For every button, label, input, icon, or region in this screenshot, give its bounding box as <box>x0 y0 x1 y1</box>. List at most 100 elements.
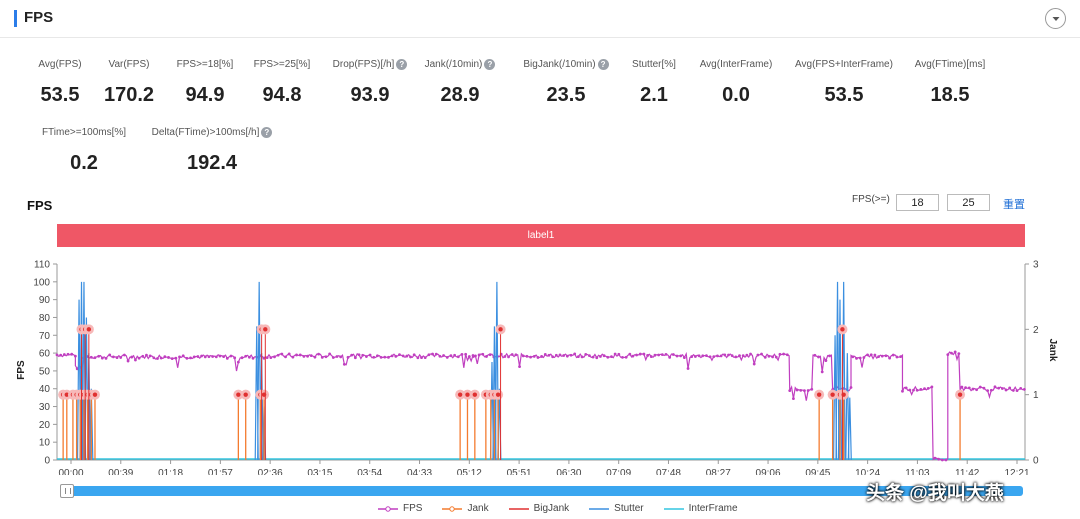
help-icon[interactable]: ? <box>261 127 273 138</box>
x-tick-label: 11:42 <box>955 468 980 475</box>
legend-item-stutter[interactable]: Stutter <box>589 503 644 514</box>
fps-point <box>606 355 610 359</box>
fps-point <box>185 356 189 360</box>
legend-label: InterFrame <box>688 503 738 514</box>
fps-point <box>178 355 181 359</box>
fps-point <box>771 355 774 359</box>
fps-point <box>145 353 148 357</box>
fps-series-line <box>56 350 1025 461</box>
fps-point <box>453 353 457 357</box>
fps-point <box>599 355 602 358</box>
legend-item-interframe[interactable]: InterFrame <box>663 503 738 514</box>
reset-button[interactable]: 重置 <box>1003 199 1025 211</box>
fps-point <box>442 354 445 357</box>
fps-point <box>888 356 892 360</box>
fps-point <box>719 354 723 358</box>
bigjank-marker-point <box>86 327 92 332</box>
fps-point <box>62 353 66 356</box>
fps-point <box>434 352 438 356</box>
metric-7: Stutter[%] 2.1 <box>614 59 694 107</box>
jank-marker-point <box>457 392 463 397</box>
fps-point <box>130 355 134 359</box>
fps-point <box>73 354 77 358</box>
fps-point <box>163 355 167 359</box>
jank-marker-point <box>465 392 470 397</box>
fps-point <box>782 352 786 356</box>
fps-point <box>810 387 814 391</box>
bigjank-marker-point <box>840 327 845 332</box>
fps-point <box>70 352 74 356</box>
fps-point <box>233 356 237 360</box>
metric-value: 18.5 <box>930 84 970 106</box>
slider-handle[interactable] <box>60 484 74 498</box>
fps-point <box>573 352 577 356</box>
fps-point <box>55 353 59 357</box>
threshold-input-2[interactable] <box>947 194 990 211</box>
fps-point <box>152 356 156 360</box>
metric-value: 93.9 <box>350 84 390 106</box>
fps-point <box>398 353 401 357</box>
fps-point <box>273 355 276 359</box>
fps-point <box>514 353 518 357</box>
fps-point <box>610 355 613 359</box>
y-tick-label: 70 <box>39 331 51 342</box>
fps-point <box>855 356 858 360</box>
metric-6: BigJank(/10min)? 23.5 <box>511 59 621 107</box>
y-axis-label: FPS <box>16 360 27 380</box>
legend-item-jank[interactable]: Jank <box>442 503 489 514</box>
fps-point <box>240 356 244 360</box>
x-tick-label: 03:54 <box>357 468 382 475</box>
metric-4: Drop(FPS)[/h]? 93.9 <box>320 59 420 107</box>
fps-point <box>229 354 233 358</box>
fps-point <box>904 386 908 390</box>
fps-point <box>503 355 507 358</box>
fps-point <box>588 354 591 358</box>
fps-point <box>915 388 919 392</box>
fps-point <box>828 354 831 358</box>
watermark: 头条 @我叫大燕 <box>866 483 1004 504</box>
metric-8: Avg(InterFrame) 0.0 <box>686 59 786 107</box>
x-tick-label: 00:00 <box>58 468 83 475</box>
fps-point <box>108 353 112 357</box>
help-icon[interactable]: ? <box>396 59 408 70</box>
fps-point <box>317 352 321 356</box>
legend-label: BigJank <box>533 503 570 514</box>
fps-point <box>635 353 638 357</box>
x-tick-label: 11:03 <box>905 468 930 475</box>
fps-point <box>940 458 944 462</box>
collapse-button[interactable] <box>1045 8 1066 29</box>
fps-point <box>383 355 387 359</box>
fps-point <box>423 356 427 360</box>
threshold-input-1[interactable] <box>896 194 939 211</box>
fps-point <box>730 354 734 358</box>
fps-point <box>159 356 163 360</box>
x-tick-label: 10:24 <box>855 468 880 475</box>
fps-point <box>899 355 903 359</box>
fps-point <box>313 355 317 359</box>
fps-point <box>328 352 332 356</box>
help-icon[interactable]: ? <box>484 59 496 70</box>
fps-point <box>701 354 705 358</box>
fps-point <box>100 356 104 360</box>
fps-point <box>111 355 115 359</box>
legend-label: Stutter <box>614 503 644 514</box>
fps-point <box>690 355 694 358</box>
fps-point <box>795 388 799 392</box>
legend-item-fps[interactable]: FPS <box>378 503 422 514</box>
bigjank-marker-point <box>263 327 268 332</box>
legend-item-bigjank[interactable]: BigJank <box>508 503 570 514</box>
stutter-spike <box>845 353 850 461</box>
help-icon[interactable]: ? <box>597 59 609 70</box>
fps-point <box>580 355 584 359</box>
fps-point <box>1011 389 1015 392</box>
fps-point <box>525 354 529 358</box>
slider-track[interactable] <box>68 486 1023 496</box>
fps-point <box>613 352 617 356</box>
fps-point <box>975 388 978 392</box>
fps-point <box>518 365 521 369</box>
y-tick-label: 10 <box>39 438 51 449</box>
fps-point <box>265 356 269 359</box>
time-range-slider[interactable] <box>60 484 1023 498</box>
fps-point <box>200 354 203 358</box>
jank-marker-point <box>816 392 822 397</box>
